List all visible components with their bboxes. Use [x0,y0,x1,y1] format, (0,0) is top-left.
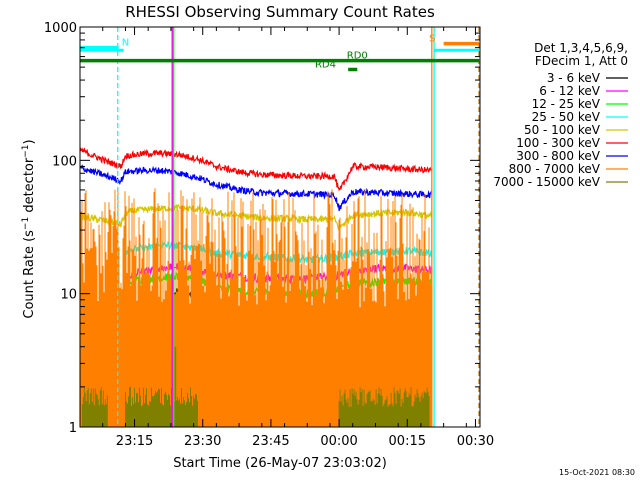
legend-header-line-1: Det 1,3,4,5,6,9, [534,41,628,55]
x-tick-label-23-15: 23:15 [116,434,153,449]
series-300-800-kev-segment-0 [79,163,433,212]
series-7000-15000-kev-segment-0 [81,387,108,427]
x-tick-label-00-00: 00:00 [320,434,357,449]
footer-timestamp: 15-Oct-2021 08:30 [559,468,635,477]
annotation-rd4-label: RD4 [315,60,336,71]
legend-item-25-50-kev-label: 25 - 50 keV [532,110,601,124]
markers-layer [117,27,480,427]
y-axis-label-exp2: −1 [21,144,31,157]
annotation-rd0-label: RD0 [347,51,368,62]
legend-item-100-300-kev-label: 100 - 300 keV [516,136,600,150]
legend: Det 1,3,4,5,6,9, FDecim 1, Att 0 3 - 6 k… [493,41,628,189]
legend-header-line-2: FDecim 1, Att 0 [535,54,628,68]
x-tick-label-00-30: 00:30 [457,434,494,449]
plot-frame [79,26,481,428]
y-tick-label-1: 1 [69,421,77,436]
x-tick-label-23-30: 23:30 [184,434,221,449]
series-300-800-kev [79,163,433,212]
y-axis-label-main: Count Rate (s [22,230,37,319]
legend-item-3-6-kev-label: 3 - 6 keV [547,71,601,85]
legend-item-800-7000-kev-label: 800 - 7000 keV [509,162,601,176]
series-100-300-kev [79,146,433,192]
annotation-s-label: S [429,34,435,45]
axes-layer: 23:15 23:30 23:45 00:00 00:15 00:30 1 10 100 1000 [44,21,494,449]
x-tick-label-00-15: 00:15 [389,434,426,449]
legend-item-6-12-kev-label: 6 - 12 keV [539,84,601,98]
legend-item-50-100-kev-label: 50 - 100 keV [524,123,601,137]
legend-item-300-800-kev-label: 300 - 800 keV [516,149,600,163]
series-50-100-kev-segment-0 [79,203,433,230]
legend-item-12-25-kev-label: 12 - 25 keV [532,97,601,111]
y-tick-label-10: 10 [60,288,77,303]
x-tick-label-23-45: 23:45 [252,434,289,449]
y-axis-label-end: ) [22,139,37,144]
y-axis-label: Count Rate (s−1 detector−1) [21,139,37,318]
y-axis-label-exp1: −1 [21,217,31,230]
series-50-100-kev [79,203,433,230]
x-axis-label: Start Time (26-May-07 23:03:02) [173,456,387,471]
chart-title: RHESSI Observing Summary Count Rates [125,3,435,21]
series-100-300-kev-segment-0 [79,146,433,192]
y-axis-label-mid: detector [22,157,37,217]
annotations-layer: N S RD0 RD4 [80,34,479,72]
series-7000-15000-kev-segment-2 [338,386,430,427]
legend-item-7000-15000-kev-label: 7000 - 15000 keV [493,175,600,189]
annotation-n-label: N [122,38,129,49]
y-tick-label-1000: 1000 [44,21,77,36]
y-tick-label-100: 100 [52,154,77,169]
